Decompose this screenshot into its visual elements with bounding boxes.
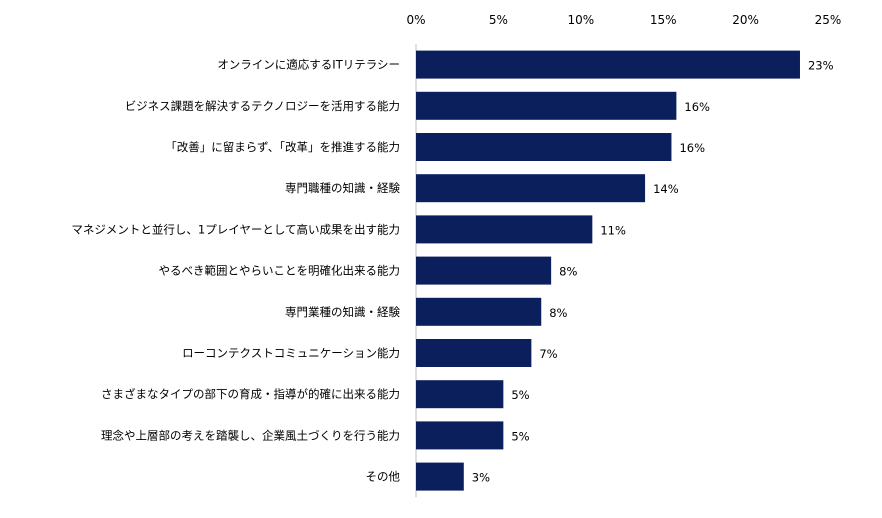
bar bbox=[416, 462, 464, 491]
data-label: 16% bbox=[679, 141, 705, 155]
bar bbox=[416, 421, 504, 450]
bar bbox=[416, 380, 504, 409]
bar bbox=[416, 133, 672, 161]
bar bbox=[416, 339, 532, 367]
category-label: 専門職種の知識・経験 bbox=[285, 181, 400, 195]
bar bbox=[416, 50, 800, 79]
bar-row: オンラインに適応するITリテラシー 23% bbox=[217, 50, 834, 79]
category-label: ビジネス課題を解決するテクノロジーを活用する能力 bbox=[125, 99, 400, 113]
data-label: 7% bbox=[539, 347, 557, 361]
bars-group: オンラインに適応するITリテラシー 23% ビジネス課題を解決するテクノロジーを活用… bbox=[71, 50, 834, 491]
data-label: 14% bbox=[653, 182, 679, 196]
data-label: 5% bbox=[511, 388, 529, 402]
category-label: その他 bbox=[366, 470, 401, 484]
category-label: やるべき範囲とやらいことを明確化出来る能力 bbox=[159, 264, 401, 278]
data-label: 11% bbox=[600, 223, 626, 237]
data-label: 3% bbox=[472, 471, 490, 485]
bar bbox=[416, 256, 552, 285]
bar bbox=[416, 297, 542, 326]
bar-row: さまざまなタイプの部下の育成・指導が的確に出来る能力 5% bbox=[101, 380, 530, 409]
bar-row: ローコンテクストコミュニケーション能力 7% bbox=[182, 339, 558, 367]
bar-row: ビジネス課題を解決するテクノロジーを活用する能力 16% bbox=[125, 91, 710, 120]
x-tick-label: 25% bbox=[815, 13, 842, 27]
x-tick-label: 10% bbox=[567, 13, 594, 27]
bar bbox=[416, 91, 677, 120]
bar-row: 「改善」に留まらず、「改革」を推進する能力 16% bbox=[165, 133, 705, 161]
bar-row: 専門業種の知識・経験 8% bbox=[285, 297, 568, 326]
x-tick-label: 15% bbox=[650, 13, 677, 27]
category-label: ローコンテクストコミュニケーション能力 bbox=[182, 346, 400, 360]
bar-row: マネジメントと並行し、1プレイヤーとして高い成果を出す能力 11% bbox=[71, 215, 626, 244]
category-label: 専門業種の知識・経験 bbox=[285, 305, 400, 319]
category-label: 理念や上層部の考えを踏襲し、企業風土づくりを行う能力 bbox=[101, 428, 400, 442]
category-label: 「改善」に留まらず、「改革」を推進する能力 bbox=[165, 140, 400, 154]
bar-row: その他 3% bbox=[366, 462, 490, 491]
data-label: 16% bbox=[684, 100, 710, 114]
data-label: 8% bbox=[549, 306, 567, 320]
bar-row: 専門職種の知識・経験 14% bbox=[285, 174, 679, 203]
data-label: 5% bbox=[511, 429, 529, 443]
data-label: 23% bbox=[808, 59, 834, 73]
data-label: 8% bbox=[559, 265, 577, 279]
category-label: マネジメントと並行し、1プレイヤーとして高い成果を出す能力 bbox=[71, 222, 400, 236]
category-label: オンラインに適応するITリテラシー bbox=[217, 58, 400, 72]
bar-row: 理念や上層部の考えを踏襲し、企業風土づくりを行う能力 5% bbox=[101, 421, 530, 450]
x-tick-label: 20% bbox=[732, 13, 759, 27]
bar bbox=[416, 174, 646, 203]
x-tick-label: 5% bbox=[489, 13, 508, 27]
bar bbox=[416, 215, 593, 244]
category-label: さまざまなタイプの部下の育成・指導が的確に出来る能力 bbox=[101, 387, 400, 401]
bar-row: やるべき範囲とやらいことを明確化出来る能力 8% bbox=[159, 256, 577, 285]
x-tick-label: 0% bbox=[406, 13, 425, 27]
x-axis-ticks: 0% 5% 10% 15% 20% 25% bbox=[406, 13, 841, 27]
